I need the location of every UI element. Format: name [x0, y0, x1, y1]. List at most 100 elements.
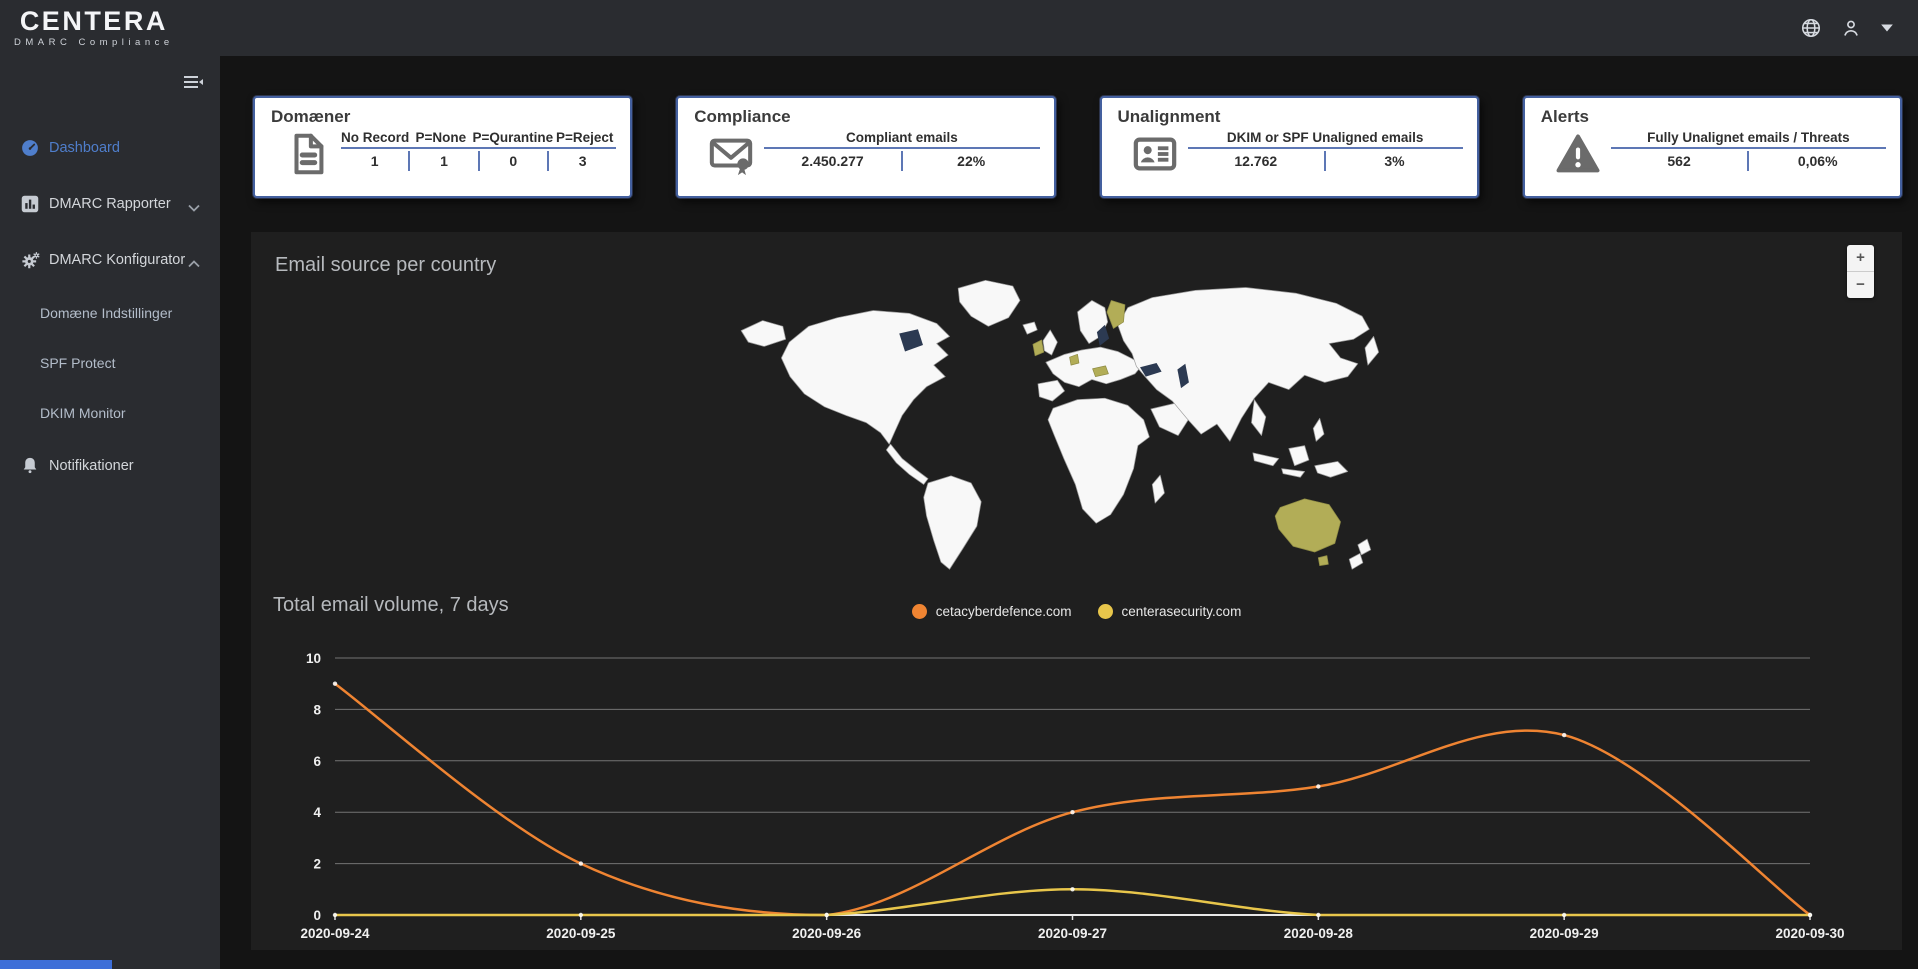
card-value: 562	[1667, 153, 1691, 169]
country-south-america	[923, 475, 982, 570]
logo-title: CENTERA	[19, 6, 168, 37]
island-java	[1281, 468, 1305, 478]
card-title: Unalignment	[1117, 107, 1221, 126]
sidebar-nav: Dashboard DMARC Rapporter	[0, 92, 220, 494]
svg-text:10: 10	[306, 651, 321, 666]
sidebar-item-label: DKIM Monitor	[40, 405, 126, 421]
island-new-guinea	[1314, 461, 1349, 478]
card-domaener: Domæner No Record P=None P=Qurantine P=R…	[253, 96, 633, 198]
user-menu-caret-icon[interactable]	[1880, 17, 1894, 39]
svg-text:2020-09-26: 2020-09-26	[792, 926, 862, 939]
gauge-icon	[19, 137, 41, 159]
card-compliance: Compliance Compliant emails 2.450.2	[676, 96, 1056, 198]
horizontal-scrollbar-thumb[interactable]	[0, 960, 112, 969]
envelope-seal-icon	[708, 131, 754, 177]
country-madagascar	[1151, 474, 1165, 504]
country-uk	[1042, 329, 1058, 356]
zoom-out-button[interactable]: −	[1856, 276, 1865, 294]
column-header: Compliant emails	[845, 130, 958, 145]
column-header: P=Reject	[555, 130, 614, 145]
svg-text:2020-09-27: 2020-09-27	[1038, 926, 1107, 939]
chart-title: Total email volume, 7 days	[273, 594, 509, 616]
column-header: P=None	[415, 130, 467, 145]
chart-legend: cetacyberdefence.com centerasecurity.com	[251, 604, 1902, 619]
bar-chart-icon	[19, 193, 41, 215]
user-icon[interactable]	[1840, 17, 1862, 39]
sidebar: Dashboard DMARC Rapporter	[0, 56, 220, 969]
topbar: CENTERA DMARC Compliance	[0, 0, 1918, 56]
country-new-zealand-south	[1348, 553, 1364, 570]
country-north-america	[781, 310, 950, 445]
topbar-actions	[1800, 17, 1894, 39]
country-netherlands-highlighted	[1069, 353, 1080, 366]
sidebar-item-dashboard[interactable]: Dashboard	[0, 120, 220, 176]
region-europe	[1045, 346, 1143, 388]
region-asia	[1117, 287, 1370, 442]
chevron-down-icon	[188, 200, 200, 212]
sidebar-item-label: Notifikationer	[49, 458, 134, 474]
logo-subtitle: DMARC Compliance	[14, 37, 174, 49]
warning-triangle-icon	[1555, 131, 1601, 177]
country-japan	[1364, 336, 1380, 366]
svg-text:6: 6	[313, 754, 321, 769]
island-sumatra	[1252, 452, 1280, 467]
app-logo: CENTERA DMARC Compliance	[14, 8, 174, 48]
country-austria-highlighted	[1092, 365, 1109, 377]
globe-icon[interactable]	[1800, 17, 1822, 39]
column-header: P=Qurantine	[472, 130, 554, 145]
svg-text:2020-09-28: 2020-09-28	[1284, 926, 1354, 939]
card-unalignment: Unalignment DKIM or SPF Unaligned emails	[1099, 96, 1479, 198]
column-header: DKIM or SPF Unaligned emails	[1226, 130, 1424, 145]
sidebar-item-spf-protect[interactable]: SPF Protect	[0, 338, 220, 388]
country-alaska	[740, 320, 787, 347]
map-zoom-control: + −	[1847, 245, 1874, 298]
sidebar-item-dkim-monitor[interactable]: DKIM Monitor	[0, 388, 220, 438]
document-icon	[285, 131, 331, 177]
sidebar-collapse-icon[interactable]	[182, 72, 204, 92]
country-greenland	[957, 279, 1021, 327]
svg-text:4: 4	[313, 805, 321, 820]
svg-text:2020-09-24: 2020-09-24	[300, 926, 370, 939]
sidebar-item-label: DMARC Konfigurator	[49, 252, 186, 268]
card-title: Compliance	[694, 107, 791, 126]
country-finland-highlighted	[1106, 300, 1126, 329]
country-philippines	[1312, 417, 1325, 442]
country-ireland-highlighted	[1032, 339, 1045, 357]
card-value: 12.762	[1234, 153, 1278, 169]
island-tasmania-highlighted	[1317, 555, 1329, 567]
world-map[interactable]	[721, 254, 1411, 574]
svg-text:2020-09-30: 2020-09-30	[1775, 926, 1844, 939]
card-value: 0	[477, 151, 547, 171]
card-value: 1	[370, 153, 379, 169]
legend-label: cetacyberdefence.com	[935, 604, 1072, 619]
card-value: 0,06%	[1747, 151, 1886, 171]
sea-caspian	[1177, 363, 1189, 389]
svg-text:2: 2	[313, 857, 321, 872]
card-value: 22%	[900, 151, 1040, 171]
id-card-icon	[1132, 131, 1178, 177]
sidebar-item-notifikationer[interactable]: Notifikationer	[0, 438, 220, 494]
legend-item-cetacyberdefence[interactable]: cetacyberdefence.com	[911, 604, 1072, 619]
card-value: 3	[546, 151, 616, 171]
legend-item-centerasecurity[interactable]: centerasecurity.com	[1097, 604, 1241, 619]
sidebar-item-dmarc-konfigurator[interactable]: DMARC Konfigurator	[0, 232, 220, 288]
sidebar-item-label: SPF Protect	[40, 355, 116, 371]
sidebar-item-domaene-indstillinger[interactable]: Domæne Indstillinger	[0, 288, 220, 338]
legend-dot-yellow	[1097, 604, 1113, 619]
sea-baltic	[1096, 324, 1110, 346]
country-australia-highlighted	[1274, 498, 1341, 553]
stat-cards-row: Domæner No Record P=None P=Qurantine P=R…	[253, 96, 1902, 198]
sea-black	[1140, 362, 1162, 377]
svg-text:2020-09-25: 2020-09-25	[546, 926, 616, 939]
region-indochina	[1251, 399, 1267, 436]
region-central-america	[885, 443, 929, 485]
chevron-up-icon	[188, 256, 200, 268]
card-title: Domæner	[271, 107, 351, 126]
gears-icon	[19, 249, 41, 271]
sidebar-item-dmarc-rapporter[interactable]: DMARC Rapporter	[0, 176, 220, 232]
legend-dot-orange	[911, 604, 927, 619]
main-content: Domæner No Record P=None P=Qurantine P=R…	[220, 56, 1918, 969]
bay-hudson	[899, 329, 923, 352]
region-africa	[1047, 397, 1150, 524]
zoom-in-button[interactable]: +	[1847, 245, 1874, 272]
